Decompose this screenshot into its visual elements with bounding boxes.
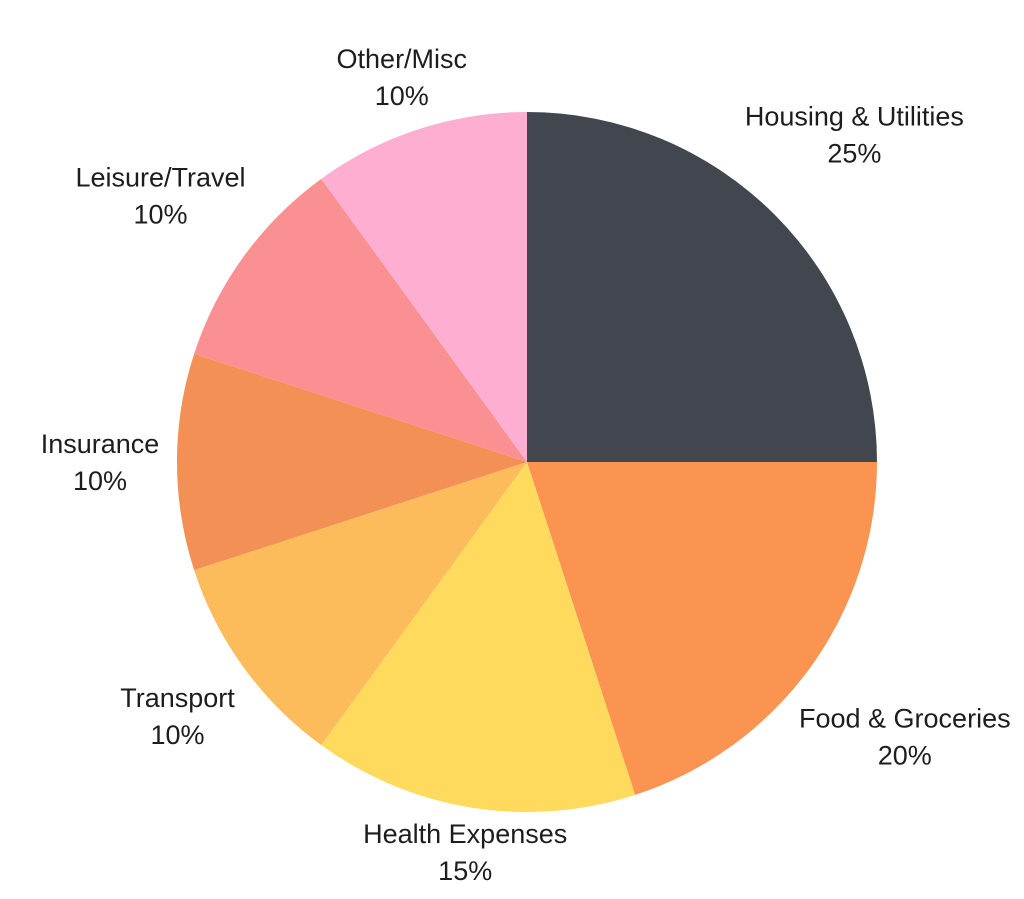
slice-label-name: Housing & Utilities (745, 102, 964, 132)
slice-label-percent: 10% (133, 200, 187, 230)
slice-label-percent: 15% (438, 856, 492, 886)
slice-label-6: Other/Misc 10% (337, 44, 468, 111)
slice-label-percent: 25% (827, 139, 881, 169)
slice-label-percent: 20% (878, 741, 932, 771)
slice-label-1: Food & Groceries 20% (799, 704, 1011, 771)
slice-label-percent: 10% (73, 466, 127, 496)
pie-slice-1 (527, 462, 877, 795)
slice-label-name: Other/Misc (337, 44, 468, 74)
pie-slice-3 (194, 462, 527, 746)
slice-label-name: Leisure/Travel (75, 163, 245, 193)
slice-label-2: Health Expenses 15% (363, 819, 567, 886)
slice-label-name: Health Expenses (363, 819, 567, 849)
slice-label-3: Transport 10% (120, 683, 235, 750)
slice-label-4: Insurance 10% (41, 429, 160, 496)
slice-label-name: Food & Groceries (799, 704, 1011, 734)
pie-slice-6 (321, 112, 527, 462)
slice-label-percent: 10% (150, 720, 204, 750)
slice-label-5: Leisure/Travel 10% (75, 163, 245, 230)
slice-label-percent: 10% (375, 81, 429, 111)
pie-slice-4 (176, 353, 527, 571)
pie-slice-0 (527, 112, 877, 462)
pie-slice-2 (321, 462, 636, 813)
slice-label-name: Insurance (41, 429, 160, 459)
slice-label-0: Housing & Utilities 25% (745, 102, 964, 169)
pie-slice-5 (194, 178, 527, 462)
slice-label-name: Transport (120, 683, 235, 713)
